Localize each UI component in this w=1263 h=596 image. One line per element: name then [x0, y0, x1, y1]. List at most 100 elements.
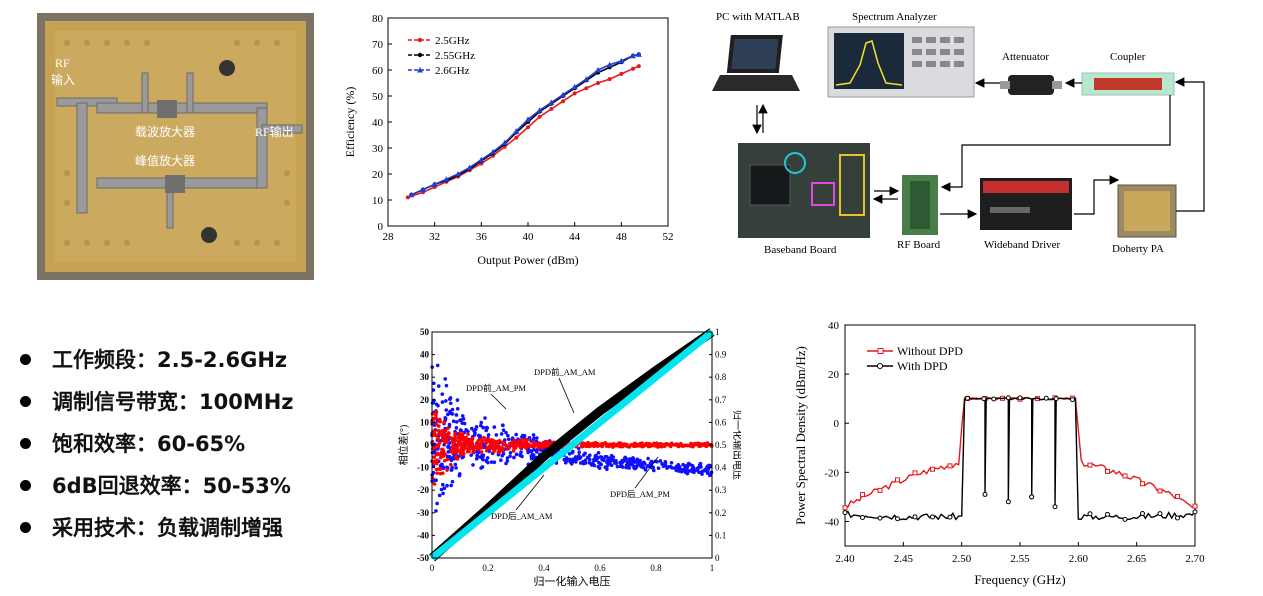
spec-text: 饱和效率：60-65% [52, 432, 246, 456]
scatter-point [521, 433, 525, 438]
scatter-point [531, 440, 535, 444]
scatter-point [440, 392, 445, 396]
scatter-point [513, 446, 517, 450]
y-tick-label: 80 [372, 13, 384, 25]
scatter-point [436, 436, 440, 441]
scatter-point [458, 438, 462, 443]
x-tick-label: 0.4 [538, 563, 550, 573]
scatter-point [445, 454, 450, 459]
scatter-point [620, 465, 625, 469]
scatter-point [479, 420, 484, 425]
scatter-point [707, 463, 711, 468]
scatter-point [453, 462, 458, 467]
x-axis-label: Output Power (dBm) [477, 253, 578, 267]
scatter-point [492, 425, 497, 429]
data-point [501, 139, 508, 146]
spec-item: 6dB回退效率：50-53% [18, 464, 378, 506]
y-tick-label: 50 [372, 91, 384, 103]
scatter-point [640, 442, 645, 446]
scatter-point [688, 462, 692, 467]
coupler-label: Coupler [1110, 51, 1146, 63]
scatter-point [570, 451, 575, 455]
data-point [549, 107, 554, 111]
scatter-point [464, 446, 468, 450]
data-point [1053, 396, 1059, 402]
scatter-point [430, 476, 435, 481]
scatter-point [445, 483, 449, 488]
x-tick-label: 0.8 [650, 563, 662, 573]
spec-item: 饱和效率：60-65% [18, 422, 378, 464]
scatter-point [476, 433, 481, 438]
scatter-point [440, 471, 445, 475]
scatter-point [577, 450, 582, 455]
scatter-point [435, 443, 440, 448]
scatter-point [611, 455, 616, 459]
scatter-point [432, 482, 437, 486]
y-left-tick-label: 30 [420, 372, 430, 382]
data-point [1157, 511, 1163, 517]
scatter-point [527, 444, 532, 449]
data-point [1192, 503, 1198, 509]
x-tick-label: 2.40 [835, 553, 855, 565]
scatter-point [523, 438, 527, 442]
scatter-point [506, 447, 511, 451]
scatter-point [663, 463, 668, 468]
scatter-point [462, 421, 467, 426]
data-point [965, 395, 970, 401]
scatter-point [479, 445, 484, 450]
scatter-point [461, 441, 466, 446]
data-point [860, 492, 865, 498]
data-point [526, 125, 530, 130]
data-point [548, 99, 555, 105]
scatter-point [488, 446, 492, 450]
scatter-point [480, 453, 484, 458]
scatter-point [454, 444, 459, 449]
scatter-point [657, 444, 661, 449]
scatter-point [449, 436, 454, 441]
scatter-point [643, 468, 648, 472]
series-line [407, 65, 640, 199]
scatter-point [465, 442, 469, 447]
data-point [1140, 510, 1145, 516]
y-tick-label: 0 [834, 418, 840, 430]
annotation-label: DPD后_AM_PM [610, 489, 670, 499]
scatter-point [508, 454, 512, 459]
data-point [981, 396, 987, 402]
scatter-point [656, 466, 661, 471]
scatter-point [689, 441, 693, 446]
data-point [571, 83, 578, 90]
scatter-point [631, 457, 636, 461]
scatter-point [467, 447, 471, 452]
data-point [466, 164, 473, 170]
legend-label: With DPD [897, 359, 948, 373]
scatter-point [436, 384, 441, 388]
y-right-axis-label: 归一化输出电压 [731, 410, 741, 480]
scatter-point [532, 447, 536, 452]
data-point [595, 67, 601, 73]
scatter-point [532, 436, 536, 441]
scatter-point [633, 465, 638, 470]
data-point [584, 86, 589, 91]
data-point [630, 52, 636, 59]
y-left-tick-label: -20 [417, 485, 429, 495]
scatter-point [449, 449, 454, 453]
scatter-point [496, 450, 501, 454]
scatter-point [523, 444, 527, 449]
scatter-point [666, 464, 671, 469]
measurement-setup-diagram: PC with MATLAB Spectrum Analyzer Attenua… [712, 11, 1205, 256]
scatter-point [436, 428, 441, 433]
scatter-point [485, 426, 490, 430]
y-tick-label: 40 [372, 117, 384, 129]
scatter-point [587, 457, 592, 462]
scatter-point [575, 456, 579, 460]
data-point [635, 51, 642, 57]
scatter-point [485, 445, 489, 450]
attenuator-icon [1000, 75, 1062, 95]
scatter-point [588, 442, 592, 447]
spec-item: 工作频段：2.5-2.6GHz [18, 338, 378, 380]
data-point [1105, 468, 1110, 474]
scatter-point [565, 457, 570, 462]
x-tick-label: 2.50 [952, 553, 972, 565]
x-tick-label: 2.55 [1010, 553, 1030, 565]
legend-marker [417, 37, 423, 43]
